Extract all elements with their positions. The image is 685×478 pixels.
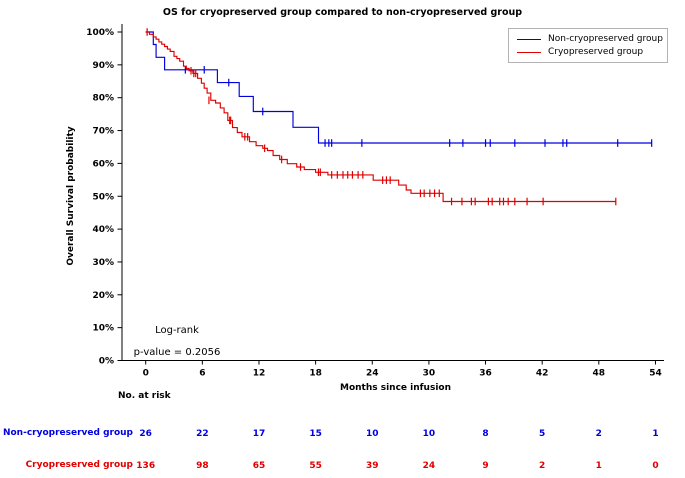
risk-count: 136 bbox=[136, 461, 155, 471]
x-tick-label: 30 bbox=[423, 369, 436, 379]
risk-count: 98 bbox=[196, 461, 209, 471]
risk-row-label-cryo: Cryopreserved group bbox=[25, 460, 133, 470]
x-tick-label: 12 bbox=[253, 369, 266, 379]
risk-count: 10 bbox=[423, 429, 436, 439]
logrank-annotation: Log-rank p-value = 0.2056 bbox=[110, 320, 244, 364]
y-tick-label: 10% bbox=[92, 324, 114, 334]
x-tick-label: 0 bbox=[143, 369, 149, 379]
risk-count: 1 bbox=[596, 461, 602, 471]
risk-count: 2 bbox=[539, 461, 545, 471]
legend-line-blue-icon bbox=[517, 38, 541, 40]
risk-count: 10 bbox=[366, 429, 379, 439]
risk-count: 22 bbox=[196, 429, 209, 439]
risk-count: 8 bbox=[482, 429, 488, 439]
km-curve-cryo bbox=[145, 31, 616, 203]
chart-title: OS for cryopreserved group compared to n… bbox=[162, 7, 523, 18]
risk-count: 9 bbox=[482, 461, 488, 471]
risk-count: 26 bbox=[139, 429, 152, 439]
risk-row-label-noncryo: Non-cryopreserved group bbox=[2, 428, 133, 438]
y-axis-label: Overall Survival probability bbox=[66, 126, 76, 266]
y-tick-label: 30% bbox=[92, 258, 114, 268]
x-axis-label: Months since infusion bbox=[339, 383, 451, 393]
legend-label: Cryopreserved group bbox=[548, 47, 644, 57]
y-tick-label: 20% bbox=[92, 291, 114, 301]
y-tick-label: 0% bbox=[99, 357, 114, 367]
x-tick-label: 24 bbox=[366, 369, 379, 379]
x-tick-label: 42 bbox=[536, 369, 549, 379]
risk-count: 24 bbox=[423, 461, 436, 471]
y-tick-label: 80% bbox=[92, 94, 114, 104]
y-tick-label: 50% bbox=[92, 192, 114, 202]
y-tick-label: 60% bbox=[92, 159, 114, 169]
risk-count: 55 bbox=[309, 461, 322, 471]
y-tick-label: 100% bbox=[86, 28, 114, 38]
legend-label: Non-cryopreserved group bbox=[548, 34, 663, 44]
x-tick-label: 18 bbox=[309, 369, 322, 379]
risk-count: 65 bbox=[253, 461, 266, 471]
risk-count: 2 bbox=[596, 429, 602, 439]
y-tick-label: 40% bbox=[92, 225, 114, 235]
x-tick-label: 54 bbox=[649, 369, 662, 379]
x-tick-label: 6 bbox=[199, 369, 205, 379]
pvalue-text: p-value = 0.2056 bbox=[133, 347, 221, 358]
x-tick-label: 36 bbox=[479, 369, 492, 379]
logrank-label: Log-rank bbox=[155, 325, 199, 336]
legend-line-red-icon bbox=[517, 51, 541, 53]
risk-count: 17 bbox=[253, 429, 266, 439]
risk-count: 1 bbox=[652, 429, 658, 439]
y-tick-label: 70% bbox=[92, 127, 114, 137]
axis-spines bbox=[121, 24, 664, 361]
risk-count: 0 bbox=[652, 461, 658, 471]
y-tick-label: 90% bbox=[92, 61, 114, 71]
legend-item-noncryo: Non-cryopreserved group bbox=[517, 33, 663, 45]
risk-count: 39 bbox=[366, 461, 379, 471]
legend: Non-cryopreserved group Cryopreserved gr… bbox=[508, 28, 668, 63]
x-tick-label: 48 bbox=[593, 369, 606, 379]
risk-count: 15 bbox=[309, 429, 322, 439]
risk-table-heading: No. at risk bbox=[118, 391, 171, 401]
risk-count: 5 bbox=[539, 429, 545, 439]
legend-item-cryo: Cryopreserved group bbox=[517, 46, 661, 58]
